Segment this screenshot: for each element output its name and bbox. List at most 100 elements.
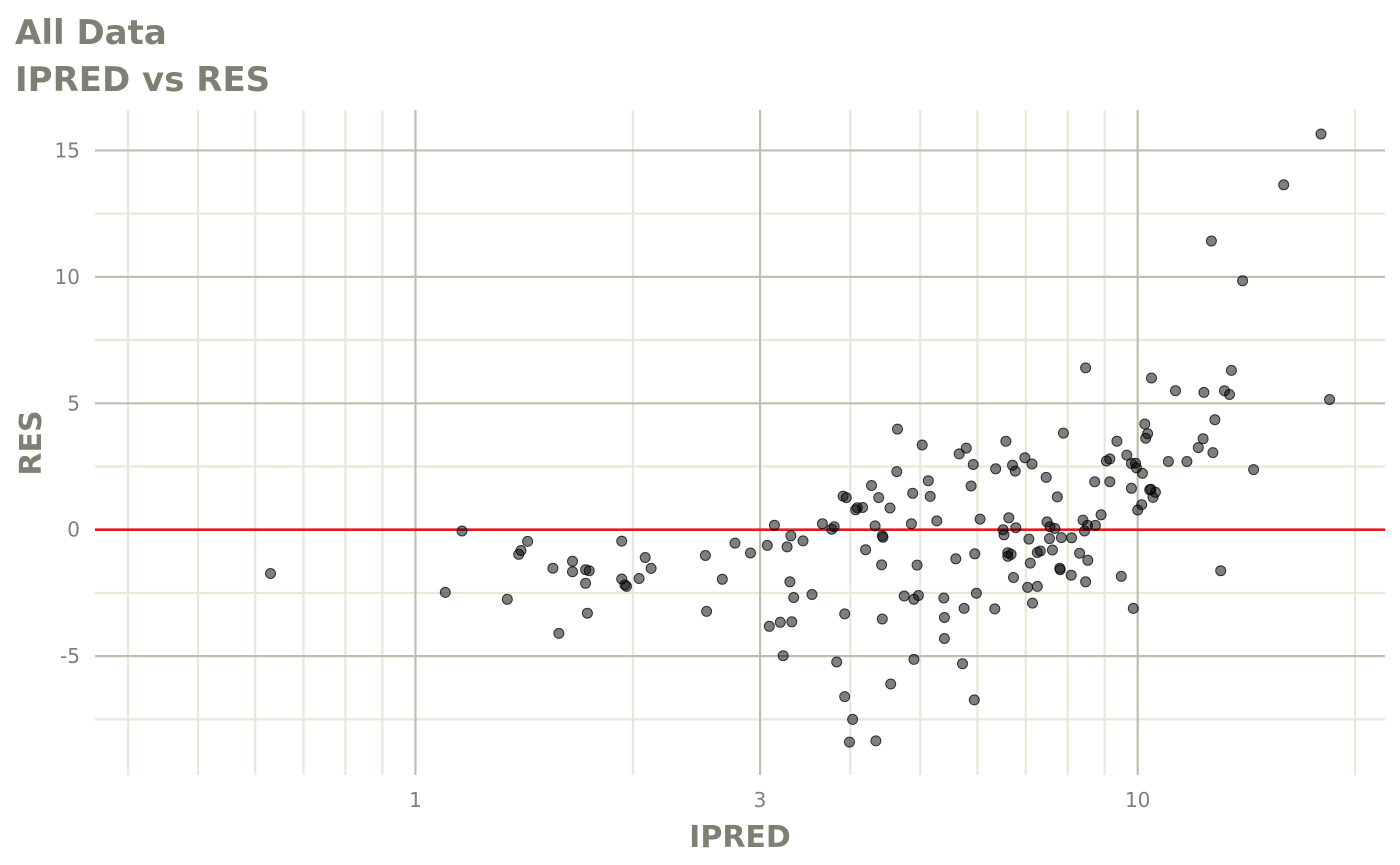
y-tick-label: -5 — [60, 644, 80, 668]
data-point — [916, 439, 928, 451]
data-point — [1115, 570, 1127, 582]
data-point — [912, 590, 924, 601]
data-point — [581, 607, 593, 619]
data-point — [839, 608, 851, 620]
data-point — [831, 656, 843, 668]
data-point — [1125, 482, 1137, 494]
data-point — [924, 490, 936, 502]
x-tick-label: 1 — [409, 788, 422, 812]
data-point — [701, 605, 713, 617]
data-point — [645, 562, 657, 574]
data-point — [884, 502, 896, 514]
data-point — [745, 547, 756, 559]
data-point — [989, 603, 1001, 615]
data-point — [761, 539, 773, 551]
data-point — [891, 466, 903, 478]
data-point — [1192, 442, 1204, 454]
data-point — [1225, 364, 1237, 376]
data-point — [1031, 580, 1043, 592]
data-point — [968, 694, 980, 706]
data-point — [869, 520, 881, 532]
data-point — [265, 568, 276, 579]
data-point — [1080, 576, 1092, 588]
data-point — [1209, 414, 1221, 426]
data-point — [1040, 471, 1052, 483]
data-point — [797, 535, 809, 547]
data-point — [1095, 509, 1107, 521]
data-point — [950, 553, 962, 565]
data-point — [877, 531, 889, 543]
data-point — [911, 559, 923, 571]
data-point — [857, 502, 869, 513]
data-point — [547, 562, 559, 574]
y-tick-label: 5 — [67, 391, 80, 415]
data-point — [1324, 394, 1336, 405]
y-tick-label: 15 — [55, 138, 80, 162]
data-point — [1026, 458, 1038, 470]
data-point — [970, 587, 982, 599]
data-point — [876, 613, 888, 625]
data-point — [786, 616, 798, 628]
data-point — [1027, 597, 1038, 609]
data-point — [716, 573, 728, 585]
data-point — [958, 602, 970, 614]
x-tick-label: 10 — [1125, 788, 1150, 812]
data-point — [885, 678, 897, 690]
data-point — [908, 653, 920, 665]
data-point — [998, 529, 1010, 541]
data-point — [1054, 564, 1066, 576]
data-point — [1066, 532, 1078, 544]
data-point — [1248, 464, 1260, 476]
data-point — [1074, 547, 1086, 559]
axis-ticks: 1 3 10 -5 0 5 10 15 — [55, 138, 1151, 812]
data-point — [1046, 544, 1058, 556]
data-point — [870, 735, 882, 747]
data-point — [1065, 569, 1077, 581]
data-point — [515, 545, 527, 556]
data-point — [969, 548, 981, 560]
data-point — [639, 552, 651, 563]
data-point — [953, 448, 965, 460]
x-tick-label: 3 — [754, 788, 767, 812]
data-point — [1057, 427, 1069, 439]
data-point — [567, 566, 578, 578]
data-point — [1111, 435, 1123, 447]
data-point — [1181, 456, 1193, 467]
data-point — [1022, 581, 1034, 593]
data-point — [784, 576, 796, 588]
data-point — [788, 592, 800, 603]
data-point — [1055, 532, 1067, 544]
data-point — [1162, 456, 1174, 467]
data-point — [1024, 557, 1036, 569]
y-tick-label: 10 — [55, 265, 80, 289]
data-point — [938, 633, 950, 644]
data-point — [806, 589, 818, 600]
data-point — [1082, 554, 1094, 566]
data-point — [699, 550, 711, 561]
data-point — [1000, 435, 1012, 447]
data-point — [774, 616, 786, 628]
data-point — [777, 650, 789, 662]
chart-title: All Data — [15, 13, 167, 53]
x-axis-title: IPRED — [689, 820, 791, 855]
data-point — [938, 612, 950, 623]
data-point — [840, 492, 852, 504]
data-point — [860, 544, 872, 556]
data-point — [1003, 512, 1015, 524]
data-point — [580, 577, 592, 589]
data-point — [898, 590, 910, 602]
data-point — [1197, 433, 1209, 445]
data-point — [931, 515, 943, 527]
grid-lines — [95, 110, 1385, 775]
data-point — [938, 592, 950, 604]
data-point — [763, 620, 775, 632]
data-point — [892, 423, 903, 435]
data-point — [439, 586, 451, 598]
chart-subtitle: IPRED vs RES — [15, 60, 270, 100]
data-point — [816, 518, 828, 530]
data-point — [1205, 235, 1217, 247]
data-point — [965, 480, 977, 492]
data-point — [1224, 389, 1235, 400]
data-point — [1136, 499, 1148, 511]
